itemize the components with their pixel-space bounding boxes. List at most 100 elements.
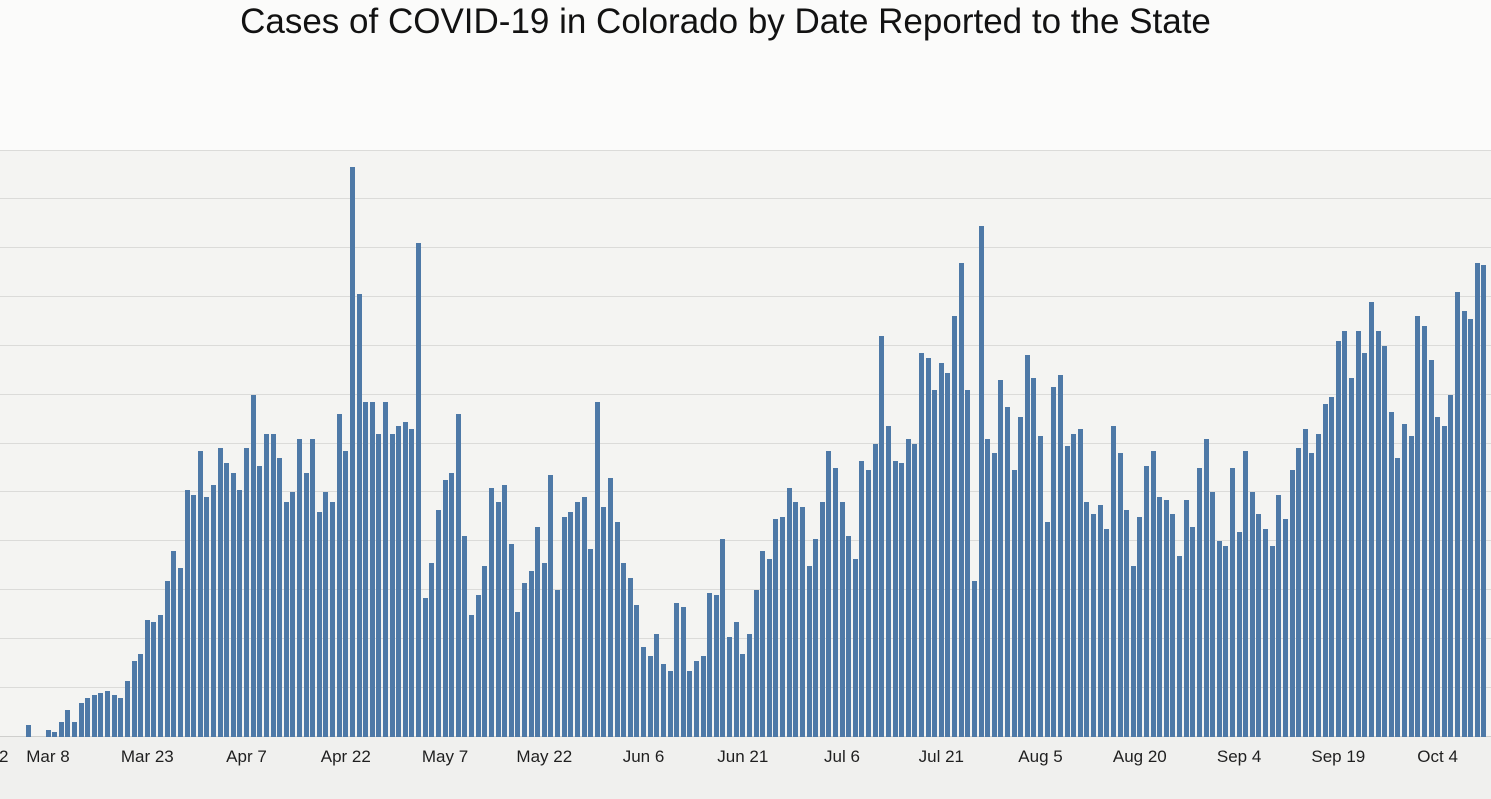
bar[interactable] <box>978 225 984 737</box>
bar[interactable] <box>952 316 957 737</box>
bar[interactable] <box>336 414 342 737</box>
bar[interactable] <box>892 460 898 737</box>
bar[interactable] <box>1302 428 1308 737</box>
bar[interactable] <box>330 502 335 737</box>
bar[interactable] <box>1249 492 1255 737</box>
bar[interactable] <box>687 671 693 737</box>
bar[interactable] <box>1117 453 1123 737</box>
bar[interactable] <box>991 453 997 737</box>
bar[interactable] <box>389 433 395 737</box>
bar[interactable] <box>654 634 660 737</box>
bar[interactable] <box>607 477 613 737</box>
bar[interactable] <box>1084 502 1090 737</box>
bar[interactable] <box>1057 375 1063 737</box>
bar[interactable] <box>191 494 197 737</box>
bar[interactable] <box>508 543 514 737</box>
bar[interactable] <box>1269 546 1275 737</box>
bar[interactable] <box>760 551 766 737</box>
bar[interactable] <box>1170 514 1176 737</box>
bar[interactable] <box>601 507 607 737</box>
bar[interactable] <box>244 448 249 737</box>
bar[interactable] <box>475 595 481 737</box>
bar[interactable] <box>971 580 977 737</box>
bar[interactable] <box>766 558 772 737</box>
bar[interactable] <box>746 634 752 737</box>
bar[interactable] <box>773 519 779 737</box>
bar[interactable] <box>1263 529 1268 737</box>
bar[interactable] <box>462 536 468 737</box>
bar[interactable] <box>151 622 157 737</box>
bar[interactable] <box>641 646 646 737</box>
bar[interactable] <box>78 702 84 737</box>
bar[interactable] <box>442 480 448 737</box>
bar[interactable] <box>1038 436 1043 737</box>
bar[interactable] <box>1031 377 1037 737</box>
bar[interactable] <box>52 732 58 737</box>
bar[interactable] <box>1216 541 1222 737</box>
bar[interactable] <box>1150 450 1156 737</box>
bar[interactable] <box>958 262 964 737</box>
bar[interactable] <box>1077 428 1083 737</box>
bar[interactable] <box>58 722 64 737</box>
bar[interactable] <box>1402 423 1407 737</box>
bar[interactable] <box>65 710 71 737</box>
bar[interactable] <box>912 443 918 737</box>
bar[interactable] <box>449 472 455 737</box>
bar[interactable] <box>647 656 653 737</box>
bar[interactable] <box>1342 331 1348 737</box>
bar[interactable] <box>1428 360 1434 737</box>
bar[interactable] <box>1243 450 1249 737</box>
bar[interactable] <box>469 614 474 737</box>
bar[interactable] <box>925 357 931 737</box>
bar[interactable] <box>1051 387 1057 737</box>
bar[interactable] <box>1223 546 1229 737</box>
bar[interactable] <box>1018 416 1024 737</box>
bar[interactable] <box>1375 331 1381 737</box>
bar[interactable] <box>574 502 580 737</box>
bar[interactable] <box>224 463 230 737</box>
bar[interactable] <box>1349 377 1354 737</box>
bar[interactable] <box>1097 504 1103 737</box>
bar[interactable] <box>237 490 243 737</box>
bar[interactable] <box>1415 316 1421 737</box>
bar[interactable] <box>488 487 494 737</box>
bar[interactable] <box>396 426 402 737</box>
bar[interactable] <box>588 548 594 737</box>
bar[interactable] <box>859 460 865 737</box>
bar[interactable] <box>1005 406 1010 737</box>
bar[interactable] <box>1282 519 1288 737</box>
bar[interactable] <box>1309 453 1315 737</box>
bar[interactable] <box>713 595 719 737</box>
bar[interactable] <box>409 428 415 737</box>
bar[interactable] <box>283 502 289 737</box>
bar[interactable] <box>700 656 706 737</box>
bar[interactable] <box>455 414 461 737</box>
bar[interactable] <box>555 590 560 737</box>
bar[interactable] <box>383 401 388 737</box>
bar[interactable] <box>905 438 911 737</box>
bar[interactable] <box>158 614 163 737</box>
bar[interactable] <box>594 401 600 737</box>
bar[interactable] <box>105 690 111 737</box>
bar[interactable] <box>1137 516 1143 737</box>
bar[interactable] <box>1024 355 1030 737</box>
bar[interactable] <box>45 729 51 737</box>
bar[interactable] <box>720 538 726 737</box>
bar[interactable] <box>91 695 97 737</box>
bar[interactable] <box>416 242 422 737</box>
bar[interactable] <box>1064 445 1070 737</box>
bar[interactable] <box>627 578 633 737</box>
bar[interactable] <box>495 502 501 737</box>
bar[interactable] <box>303 472 309 737</box>
bar[interactable] <box>839 502 845 737</box>
bar[interactable] <box>323 492 329 737</box>
bar[interactable] <box>1196 468 1202 737</box>
bar[interactable] <box>1461 311 1467 737</box>
bar[interactable] <box>1236 531 1242 737</box>
bar[interactable] <box>184 490 190 737</box>
bar[interactable] <box>1210 492 1216 737</box>
bar[interactable] <box>786 487 792 737</box>
bar[interactable] <box>1163 499 1169 737</box>
bar[interactable] <box>1454 291 1460 737</box>
bar[interactable] <box>1143 465 1149 737</box>
